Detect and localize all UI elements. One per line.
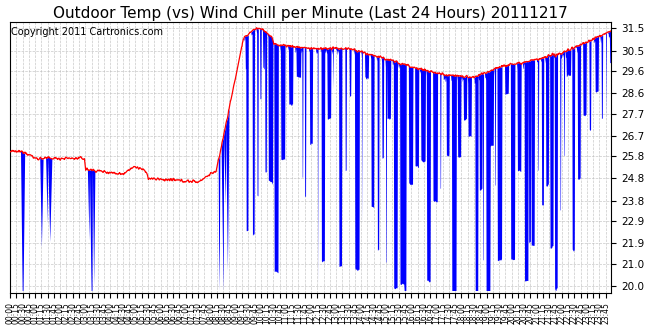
Text: Copyright 2011 Cartronics.com: Copyright 2011 Cartronics.com bbox=[11, 27, 163, 37]
Title: Outdoor Temp (vs) Wind Chill per Minute (Last 24 Hours) 20111217: Outdoor Temp (vs) Wind Chill per Minute … bbox=[53, 6, 568, 20]
